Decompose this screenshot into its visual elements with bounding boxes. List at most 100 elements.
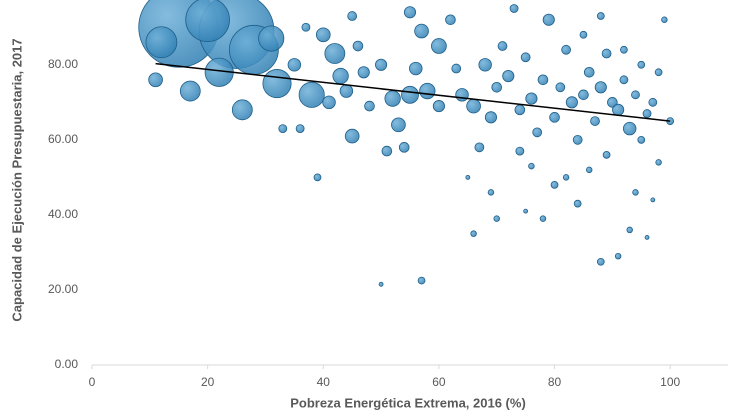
bubble [466, 98, 481, 114]
bubble [295, 124, 305, 133]
bubble [583, 66, 595, 78]
bubble [491, 82, 503, 93]
bubble [287, 58, 302, 72]
bubble [586, 166, 593, 174]
bubble [573, 199, 582, 208]
bubble [514, 104, 526, 116]
bubble [620, 45, 628, 54]
bubble [572, 134, 583, 145]
bubble [381, 145, 393, 157]
x-tick-label: 20 [201, 375, 215, 389]
bubble [478, 58, 492, 72]
x-tick-label: 60 [432, 375, 446, 389]
bubble [465, 174, 471, 180]
bubble [179, 80, 201, 102]
bubble [344, 128, 360, 144]
bubble [298, 81, 325, 108]
x-tick-label: 100 [660, 375, 680, 389]
bubble [532, 127, 543, 138]
bubble [550, 181, 559, 189]
bubble [301, 22, 311, 32]
trendline [155, 62, 671, 122]
bubble [401, 85, 419, 104]
bubble [391, 117, 406, 133]
y-tick-label: 20.00 [48, 282, 78, 296]
bubble [555, 82, 566, 93]
bubble [417, 276, 426, 285]
bubble [398, 142, 410, 153]
bubble [432, 100, 445, 113]
bubble [528, 162, 535, 170]
bubble [619, 75, 629, 85]
bubble [347, 11, 358, 21]
bubble [655, 159, 662, 166]
bubble [637, 135, 646, 144]
bubble [384, 90, 401, 107]
bubble [579, 30, 588, 39]
bubble [631, 90, 640, 100]
bubble [612, 103, 625, 116]
bubble [451, 63, 462, 74]
bubble [474, 142, 485, 153]
bubble [185, 0, 230, 43]
bubble [525, 92, 538, 105]
bubble [497, 41, 508, 51]
bubble [561, 44, 571, 55]
bubble [493, 215, 500, 222]
bubble [594, 81, 607, 94]
bubble [632, 189, 639, 196]
bubble [419, 82, 436, 100]
bubble [642, 109, 652, 118]
bubble [313, 173, 322, 182]
bubble [520, 52, 531, 63]
bubble [622, 121, 637, 136]
y-tick-label: 0.00 [55, 357, 79, 371]
bubble [637, 60, 646, 69]
bubble [258, 25, 285, 52]
x-tick-label: 80 [548, 375, 562, 389]
bubble [339, 84, 354, 98]
bubble [403, 6, 417, 19]
bubble [278, 124, 288, 133]
bubble [565, 96, 578, 109]
bubble [148, 72, 163, 88]
bubble [596, 12, 605, 20]
bubble [484, 111, 498, 124]
bubble [539, 215, 547, 222]
bubble [648, 97, 658, 107]
bubble [562, 174, 570, 181]
bubble [601, 48, 612, 59]
bubble [431, 38, 447, 54]
bubble [322, 95, 336, 110]
bubble [357, 66, 370, 79]
bubble [502, 69, 515, 83]
bubble [262, 69, 292, 99]
bubble [578, 89, 589, 101]
bubble [542, 13, 555, 26]
bubble [661, 16, 668, 23]
bubble [409, 61, 423, 76]
bubble [549, 112, 560, 123]
bubble [414, 23, 429, 39]
bubble [378, 281, 384, 287]
bubble [602, 150, 611, 159]
bubble [145, 26, 178, 59]
bubble [487, 189, 495, 196]
bubble [523, 208, 529, 214]
x-tick-label: 40 [317, 375, 331, 389]
y-tick-label: 60.00 [48, 132, 78, 146]
bubble [364, 100, 375, 112]
y-tick-label: 80.00 [48, 57, 78, 71]
bubble [470, 230, 477, 237]
bubble [515, 146, 525, 156]
bubble [231, 99, 253, 121]
bubble [590, 116, 600, 126]
bubble [455, 88, 469, 102]
bubble [375, 58, 388, 71]
bubble [445, 14, 456, 26]
y-tick-label: 40.00 [48, 207, 78, 221]
bubble [626, 226, 633, 234]
bubble [644, 235, 650, 240]
bubble [614, 252, 622, 260]
